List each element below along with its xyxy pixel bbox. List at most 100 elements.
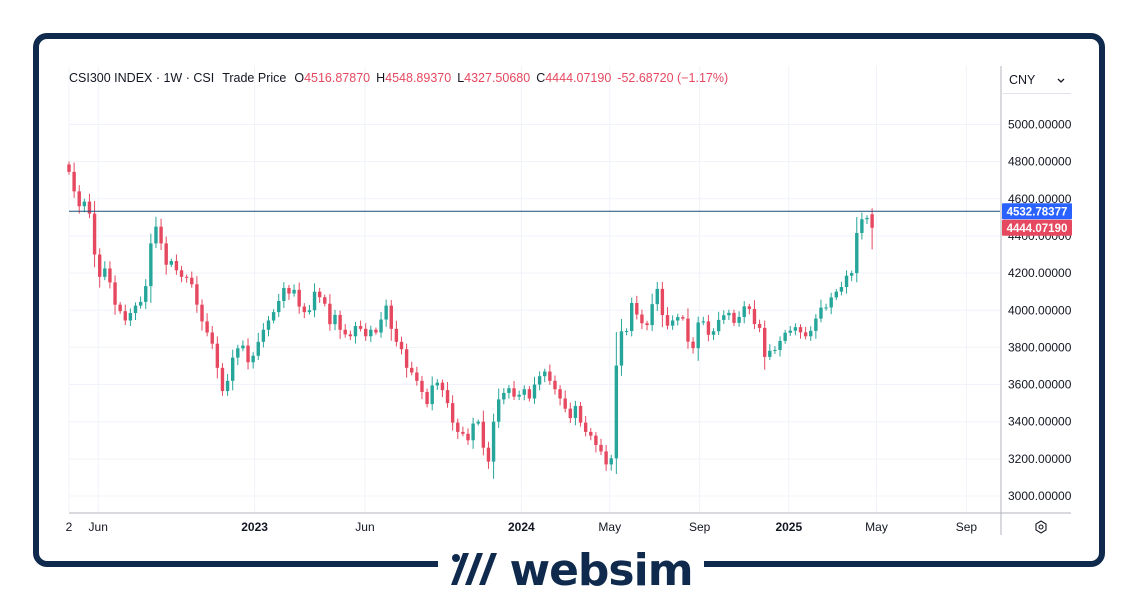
x-tick-label: 2025 — [775, 520, 802, 534]
time-axis[interactable]: 2 Jun 2023 Jun 2024 May Sep 2025 May Sep — [66, 520, 978, 534]
candle-body — [343, 329, 347, 335]
candle — [824, 303, 828, 311]
candle — [589, 428, 593, 441]
candle — [425, 388, 429, 408]
candle-body — [589, 431, 593, 436]
candle — [420, 375, 424, 400]
x-tick-label: 2023 — [241, 520, 268, 534]
candle — [149, 233, 153, 303]
candle — [594, 432, 598, 453]
currency-selector[interactable]: CNY — [1003, 66, 1071, 94]
chart-legend: CSI300 INDEX · 1W · CSI Trade Price O 45… — [69, 71, 734, 85]
candle — [558, 385, 562, 406]
candle — [133, 302, 138, 321]
candle-body — [757, 323, 762, 328]
candle-body — [681, 317, 685, 319]
candle-body — [333, 314, 337, 325]
candle — [737, 311, 741, 327]
candle — [522, 385, 526, 401]
y-tick-label: 4000.00000 — [1008, 303, 1072, 317]
candle — [742, 301, 746, 324]
candle — [768, 344, 772, 360]
price-axis[interactable]: 3000.00000 3200.00000 3400.00000 3600.00000… — [1008, 118, 1072, 504]
candle — [624, 328, 629, 336]
candle — [686, 308, 690, 349]
candle-body — [855, 232, 859, 274]
candle — [169, 258, 174, 268]
candle-body — [312, 291, 317, 311]
candle — [609, 454, 613, 471]
candle-body — [236, 348, 240, 358]
grid — [68, 66, 1000, 512]
candle-body — [461, 431, 465, 434]
candle-body — [676, 317, 680, 321]
candle — [328, 294, 332, 331]
candle-body — [328, 303, 332, 325]
candle-body — [103, 268, 107, 277]
candle — [246, 338, 250, 370]
candle-body — [317, 291, 322, 298]
candle-body — [553, 380, 557, 390]
candle — [404, 343, 409, 378]
candle — [282, 282, 286, 308]
candle-body — [420, 380, 424, 392]
candle-body — [629, 303, 634, 332]
candle-body — [323, 297, 327, 304]
candle-body — [481, 421, 486, 448]
candle-body — [768, 350, 772, 357]
candle-body — [496, 399, 501, 422]
candle-body — [266, 320, 271, 330]
candle-body — [747, 306, 752, 309]
candle-body — [783, 332, 787, 341]
candle-body — [573, 405, 578, 418]
candle — [215, 336, 220, 379]
candle — [77, 185, 81, 214]
candle-body — [558, 389, 562, 399]
candle — [604, 445, 608, 471]
candle — [809, 326, 813, 341]
price-type-label: Trade Price — [222, 71, 287, 85]
candle-body — [184, 276, 189, 278]
candle-body — [302, 306, 307, 313]
candle-body — [205, 321, 209, 333]
symbol-label[interactable]: CSI300 INDEX · 1W · CSI — [69, 71, 215, 85]
candle — [210, 326, 214, 350]
candle — [287, 284, 291, 300]
gear-icon[interactable] — [1032, 518, 1050, 536]
candle-body — [762, 327, 767, 357]
candle — [174, 254, 179, 275]
candle-body — [803, 332, 808, 337]
candle — [87, 193, 92, 219]
high-key: H — [376, 71, 386, 85]
candle-body — [82, 201, 87, 207]
candle-body — [839, 287, 844, 292]
candle-body — [742, 306, 746, 317]
candle-body — [809, 330, 813, 337]
candle — [527, 386, 532, 402]
candle — [706, 314, 711, 342]
x-tick-label: 2 — [66, 520, 73, 534]
candle-body — [358, 326, 363, 329]
candle — [578, 401, 583, 427]
candle-body — [466, 433, 470, 441]
candle-body — [686, 318, 690, 342]
candle-body — [394, 328, 399, 342]
candle — [645, 320, 649, 331]
last-price-badge: 4444.07190 — [1002, 219, 1072, 236]
candle — [778, 336, 782, 357]
candle-body — [619, 331, 624, 366]
candle-body — [72, 171, 76, 192]
candle — [363, 323, 368, 341]
candle — [829, 292, 833, 315]
candle-body — [123, 311, 127, 321]
candle-body — [169, 261, 174, 265]
candle-body — [635, 303, 639, 315]
close-value: 4444.07190 — [545, 71, 612, 85]
candle-body — [128, 313, 133, 321]
candle-body — [594, 435, 598, 445]
candle — [445, 381, 450, 408]
y-tick-label: 4200.00000 — [1008, 266, 1072, 280]
candle — [394, 320, 399, 347]
currency-label: CNY — [1009, 72, 1036, 87]
